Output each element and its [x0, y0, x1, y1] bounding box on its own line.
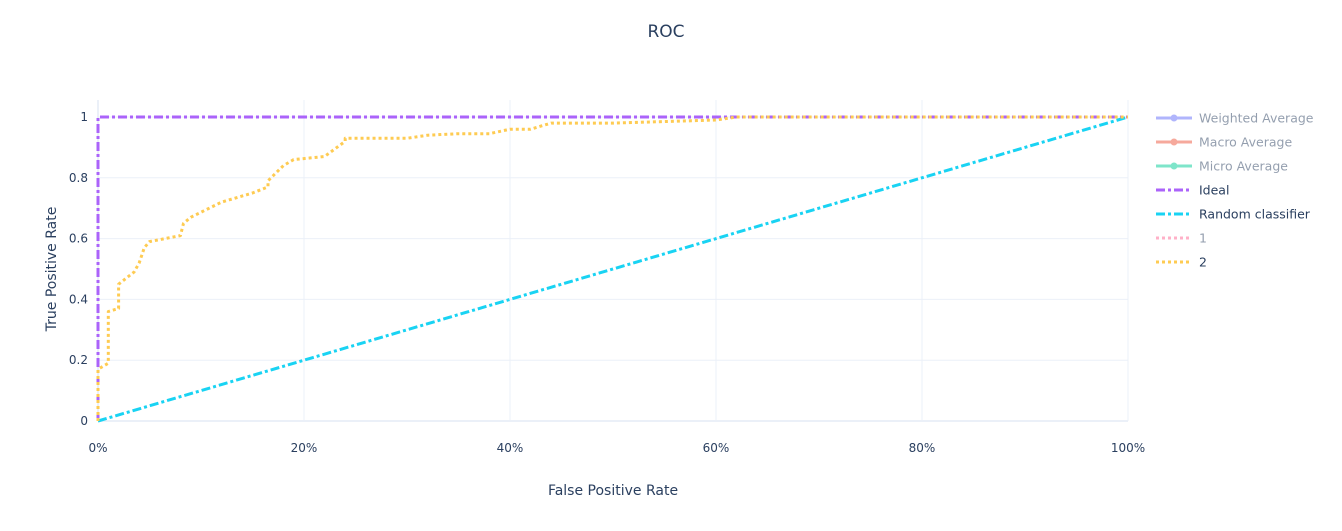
x-axis-title: False Positive Rate: [548, 483, 678, 499]
legend-label: Weighted Average: [1199, 111, 1314, 126]
legend-item[interactable]: Micro Average: [1156, 159, 1288, 174]
legend-item[interactable]: Macro Average: [1156, 135, 1292, 150]
y-tick-label: 0.2: [69, 353, 88, 367]
legend-item[interactable]: Random classifier: [1156, 207, 1311, 222]
x-tick-label: 80%: [909, 441, 936, 455]
legend-label: Micro Average: [1199, 159, 1288, 174]
legend-item[interactable]: Ideal: [1156, 183, 1229, 198]
legend-label: Ideal: [1199, 183, 1229, 198]
legend-marker: [1170, 114, 1178, 122]
legend-label: 2: [1199, 255, 1207, 270]
y-axis-ticks: 0 0.2 0.4 0.6 0.8 1: [69, 110, 88, 428]
x-axis-ticks: 0% 20% 40% 60% 80% 100%: [88, 441, 1145, 455]
y-tick-label: 0: [80, 414, 88, 428]
x-tick-label: 60%: [703, 441, 730, 455]
y-tick-label: 0.8: [69, 171, 88, 185]
y-tick-label: 0.4: [69, 292, 88, 306]
legend-item[interactable]: 2: [1156, 255, 1207, 270]
x-tick-label: 40%: [497, 441, 524, 455]
legend-item[interactable]: Weighted Average: [1156, 111, 1314, 126]
chart-title: ROC: [647, 22, 684, 42]
x-tick-label: 0%: [88, 441, 107, 455]
legend-marker: [1170, 138, 1178, 146]
x-tick-label: 100%: [1111, 441, 1145, 455]
grid: [97, 100, 1129, 422]
plot-traces: [96, 115, 1129, 423]
x-tick-label: 20%: [291, 441, 318, 455]
y-tick-label: 0.6: [69, 232, 88, 246]
legend-label: Random classifier: [1199, 207, 1311, 222]
y-tick-label: 1: [80, 110, 88, 124]
series-line-2: [96, 115, 1128, 421]
legend-item[interactable]: 1: [1156, 231, 1207, 246]
legend: Weighted Average Macro Average Micro Avera…: [1156, 111, 1314, 270]
legend-label: Macro Average: [1199, 135, 1292, 150]
legend-label: 1: [1199, 231, 1207, 246]
legend-marker: [1170, 162, 1178, 170]
y-axis-title: True Positive Rate: [44, 207, 60, 333]
series-line-random-classifier: [97, 115, 1129, 423]
